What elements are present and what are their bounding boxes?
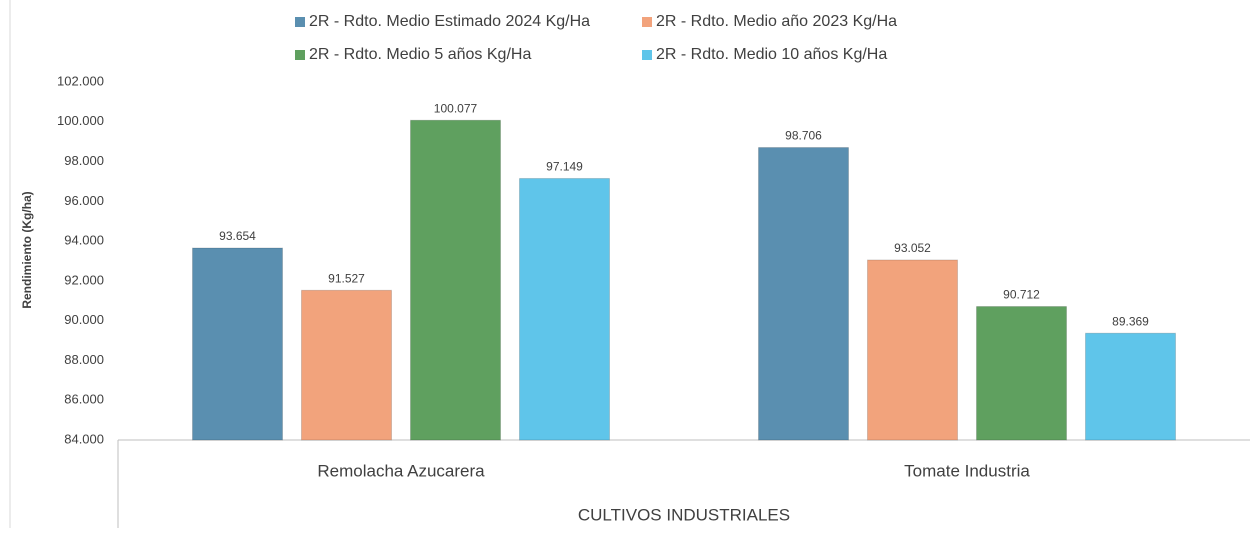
y-axis-label: Rendimiento (Kg/ha)	[20, 191, 34, 308]
legend-swatch	[295, 50, 305, 60]
bar	[1085, 332, 1176, 441]
legend-label: 2R - Rdto. Medio 10 años Kg/Ha	[656, 46, 887, 63]
y-tick-label: 94.000	[64, 233, 104, 248]
y-tick-label: 92.000	[64, 272, 104, 287]
x-tick-label: Tomate Industria	[904, 461, 1030, 480]
value-label: 89.369	[1112, 314, 1149, 328]
bar	[192, 247, 283, 441]
legend-swatch	[295, 17, 305, 27]
bar	[519, 177, 610, 441]
y-tick-label: 86.000	[64, 392, 104, 407]
value-label: 93.654	[219, 229, 256, 243]
legend-swatch	[642, 50, 652, 60]
y-tick-label: 98.000	[64, 153, 104, 168]
legend-label: 2R - Rdto. Medio Estimado 2024 Kg/Ha	[309, 13, 590, 30]
value-label: 90.712	[1003, 288, 1040, 302]
bar	[301, 289, 392, 441]
legend-label: 2R - Rdto. Medio 5 años Kg/Ha	[309, 46, 531, 63]
bar	[976, 306, 1067, 441]
value-label: 98.706	[785, 129, 822, 143]
y-tick-label: 84.000	[64, 431, 104, 446]
y-tick-label: 96.000	[64, 193, 104, 208]
bar	[410, 119, 501, 441]
x-tick-label: Remolacha Azucarera	[317, 461, 485, 480]
legend-swatch	[642, 17, 652, 27]
value-label: 91.527	[328, 271, 365, 285]
y-tick-label: 100.000	[57, 113, 104, 128]
y-tick-label: 90.000	[64, 312, 104, 327]
value-label: 97.149	[546, 160, 583, 174]
y-tick-label: 88.000	[64, 352, 104, 367]
bar	[867, 259, 958, 441]
value-label: 100.077	[434, 101, 478, 115]
x-group-label: CULTIVOS INDUSTRIALES	[578, 505, 790, 524]
value-label: 93.052	[894, 241, 931, 255]
y-tick-label: 102.000	[57, 73, 104, 88]
legend-label: 2R - Rdto. Medio año 2023 Kg/Ha	[656, 13, 897, 30]
bar	[758, 147, 849, 441]
